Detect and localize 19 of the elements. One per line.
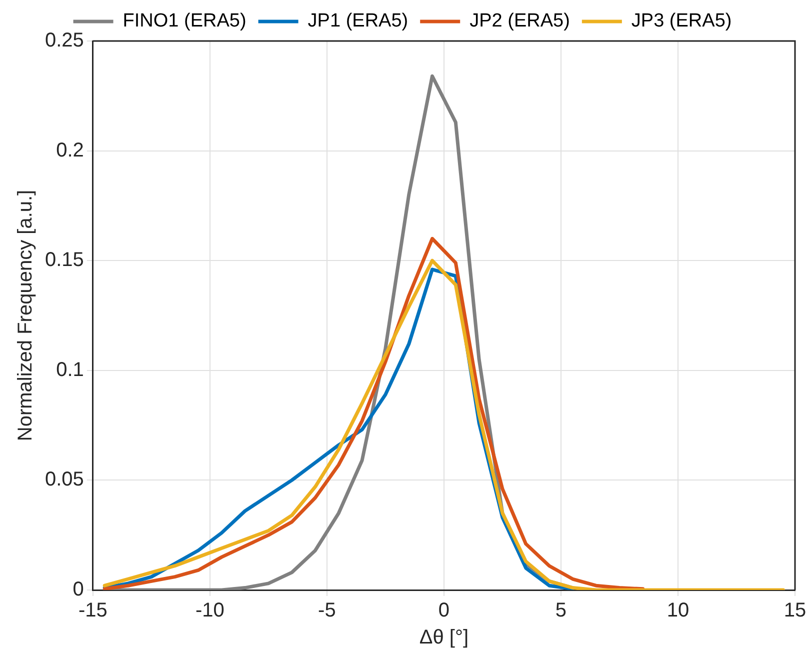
x-tick-label: -15 — [78, 600, 108, 622]
y-tick-label: 0.25 — [44, 30, 84, 52]
x-axis-title: Δθ [°] — [419, 626, 469, 649]
x-tick-label: 0 — [438, 600, 450, 622]
x-tick-label: 5 — [555, 600, 567, 622]
legend-label: FINO1 (ERA5) — [122, 10, 246, 32]
legend-label: JP1 (ERA5) — [308, 10, 408, 32]
y-axis-title: Normalized Frequency [a.u.] — [14, 190, 37, 442]
x-tick-label: 15 — [784, 600, 806, 622]
y-tick-label: 0.15 — [44, 249, 84, 272]
y-tick-label: 0 — [72, 578, 84, 601]
y-tick-label: 0.2 — [56, 139, 84, 162]
legend-label: JP3 (ERA5) — [631, 10, 732, 32]
x-tick-label: 10 — [666, 600, 690, 622]
y-tick-label: 0.05 — [44, 468, 84, 491]
x-tick-label: -5 — [318, 600, 336, 622]
x-tick-label: -10 — [195, 600, 224, 622]
legend-label: JP2 (ERA5) — [470, 10, 570, 32]
y-tick-label: 0.1 — [56, 358, 84, 381]
